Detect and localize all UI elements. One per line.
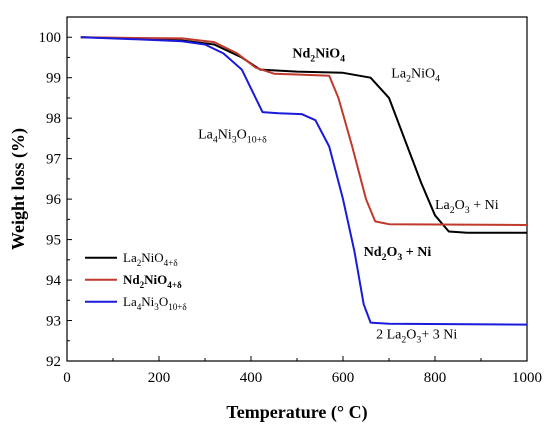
x-tick-label: 1000 bbox=[512, 370, 542, 386]
legend-label-2: La4​Ni3​O10+δ​ bbox=[123, 294, 187, 312]
y-tick-label: 92 bbox=[46, 354, 61, 370]
annotation-label-3: La2​O3​ + Ni bbox=[435, 198, 499, 216]
legend-label-1: Nd2​NiO4+δ​ bbox=[123, 272, 182, 290]
series-line-0 bbox=[80, 36, 527, 234]
annotation-layer: Nd2​NiO4​ La2​NiO4​ La4​Ni3​O10+δ​ La2​O3​ … bbox=[198, 46, 499, 345]
legend: La2​NiO4+δ​ Nd2​NiO4+δ​ La4​Ni3​O10+δ​ bbox=[85, 250, 187, 312]
x-tick-label: 600 bbox=[332, 370, 355, 386]
x-tick-label: 400 bbox=[240, 370, 263, 386]
x-tick-label: 200 bbox=[148, 370, 171, 386]
y-tick-label: 97 bbox=[46, 152, 62, 168]
x-axis-ticks: 0 200 400 600 800 1000 bbox=[63, 356, 542, 386]
y-tick-label: 99 bbox=[46, 71, 61, 87]
annotation-label-0: Nd2​NiO4​ bbox=[292, 46, 345, 64]
x-tick-label: 0 bbox=[63, 370, 71, 386]
legend-label-0: La2​NiO4+δ​ bbox=[123, 250, 178, 268]
y-axis-title: Weight loss (%) bbox=[8, 128, 29, 250]
y-tick-label: 94 bbox=[46, 273, 62, 289]
series-line-2 bbox=[80, 36, 528, 326]
y-axis-ticks: 92 93 94 95 96 97 98 99 100 bbox=[39, 30, 72, 370]
y-tick-label: 95 bbox=[46, 233, 61, 249]
annotation-label-2: La4​Ni3​O10+δ​ bbox=[198, 127, 267, 145]
y-tick-label: 96 bbox=[46, 192, 62, 208]
series-layer bbox=[80, 36, 528, 326]
y-tick-label: 93 bbox=[46, 314, 61, 330]
x-axis-title: Temperature (° C) bbox=[226, 402, 367, 423]
annotation-label-4: Nd2​O3​ + Ni bbox=[364, 245, 432, 263]
annotation-label-5: 2 La2​O3​+ 3 Ni bbox=[376, 328, 457, 346]
annotation-label-1: La2​NiO4​ bbox=[391, 67, 440, 85]
x-tick-label: 800 bbox=[424, 370, 447, 386]
y-tick-label: 98 bbox=[46, 111, 61, 127]
series-line-1 bbox=[80, 36, 528, 226]
y-tick-label: 100 bbox=[39, 30, 62, 46]
